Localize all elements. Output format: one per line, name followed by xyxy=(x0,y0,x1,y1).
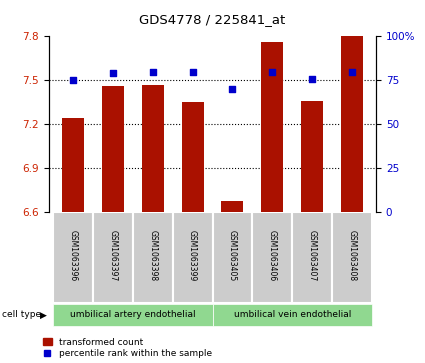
Point xyxy=(309,76,316,81)
Bar xyxy=(62,118,84,212)
Bar xyxy=(261,42,283,212)
Bar xyxy=(332,212,372,303)
Text: GSM1063399: GSM1063399 xyxy=(188,230,197,282)
Text: GSM1063405: GSM1063405 xyxy=(228,230,237,282)
Bar xyxy=(212,212,252,303)
Text: GSM1063397: GSM1063397 xyxy=(108,230,117,282)
Bar xyxy=(142,85,164,212)
Text: GSM1063406: GSM1063406 xyxy=(268,230,277,282)
Bar xyxy=(221,201,244,212)
Bar xyxy=(53,212,93,303)
Point xyxy=(189,69,196,74)
Point xyxy=(69,77,76,83)
Text: GSM1063408: GSM1063408 xyxy=(348,231,357,281)
Bar xyxy=(102,86,124,212)
Bar xyxy=(181,102,204,212)
Bar xyxy=(53,304,212,326)
Text: GSM1063396: GSM1063396 xyxy=(68,230,77,282)
Bar xyxy=(301,101,323,212)
Bar xyxy=(292,212,332,303)
Text: GSM1063407: GSM1063407 xyxy=(308,230,317,282)
Bar xyxy=(212,304,372,326)
Point xyxy=(269,69,276,74)
Text: umbilical vein endothelial: umbilical vein endothelial xyxy=(234,310,351,319)
Point xyxy=(229,86,236,92)
Text: umbilical artery endothelial: umbilical artery endothelial xyxy=(70,310,196,319)
Text: GSM1063398: GSM1063398 xyxy=(148,231,157,281)
Legend: transformed count, percentile rank within the sample: transformed count, percentile rank withi… xyxy=(43,338,212,359)
Point xyxy=(149,69,156,74)
Bar xyxy=(93,212,133,303)
Bar xyxy=(252,212,292,303)
Bar xyxy=(133,212,173,303)
Text: ▶: ▶ xyxy=(40,310,46,319)
Bar xyxy=(173,212,212,303)
Point xyxy=(349,69,356,74)
Text: GDS4778 / 225841_at: GDS4778 / 225841_at xyxy=(139,13,286,26)
Text: cell type: cell type xyxy=(2,310,41,319)
Point xyxy=(109,70,116,76)
Bar xyxy=(341,36,363,212)
